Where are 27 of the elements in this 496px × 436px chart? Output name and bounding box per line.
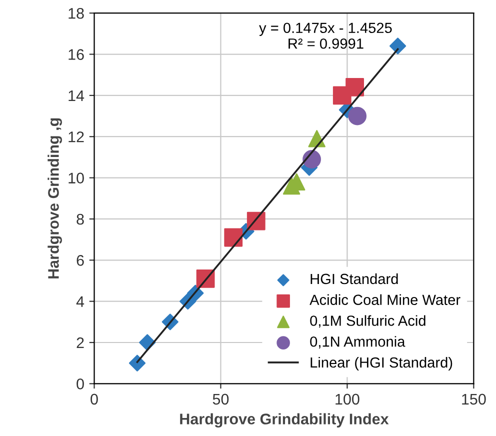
legend-label: HGI Standard xyxy=(310,273,398,284)
y-tick-label: 12 xyxy=(68,131,84,142)
point xyxy=(224,228,243,247)
y-tick-label: 6 xyxy=(76,255,84,266)
point xyxy=(346,78,364,96)
y-tick-label: 0 xyxy=(76,378,84,390)
x-tick-label: 150 xyxy=(462,394,486,405)
y-tick-label: 10 xyxy=(68,172,84,184)
x-tick-label: 50 xyxy=(212,394,229,405)
y-tick-label: 2 xyxy=(76,337,84,348)
y-tick-label: 14 xyxy=(68,90,84,101)
legend-label: Acidic Coal Mine Water xyxy=(310,294,460,306)
y-tick-label: 8 xyxy=(76,214,84,225)
point xyxy=(389,38,406,54)
y-tick-label: 4 xyxy=(76,296,84,307)
y-axis-title: Hardgrove Grinding ,g xyxy=(48,118,62,278)
x-tick-label: 100 xyxy=(336,394,360,405)
legend-label: 0,1M Sulfuric Acid xyxy=(310,315,426,328)
point xyxy=(128,354,146,372)
point xyxy=(348,106,367,126)
legend-label: 0,1N Ammonia xyxy=(310,336,406,349)
x-axis-title: Hardgrove Grindability Index xyxy=(180,413,389,428)
y-tick-label: 18 xyxy=(68,8,84,19)
legend-label: Linear (HGI Standard) xyxy=(310,356,452,371)
annotation: y = 0.1475x - 1.4525 R² = 0.9991 xyxy=(259,22,392,49)
x-tick-label: 0 xyxy=(90,394,98,405)
y-tick-label: 16 xyxy=(68,49,84,60)
